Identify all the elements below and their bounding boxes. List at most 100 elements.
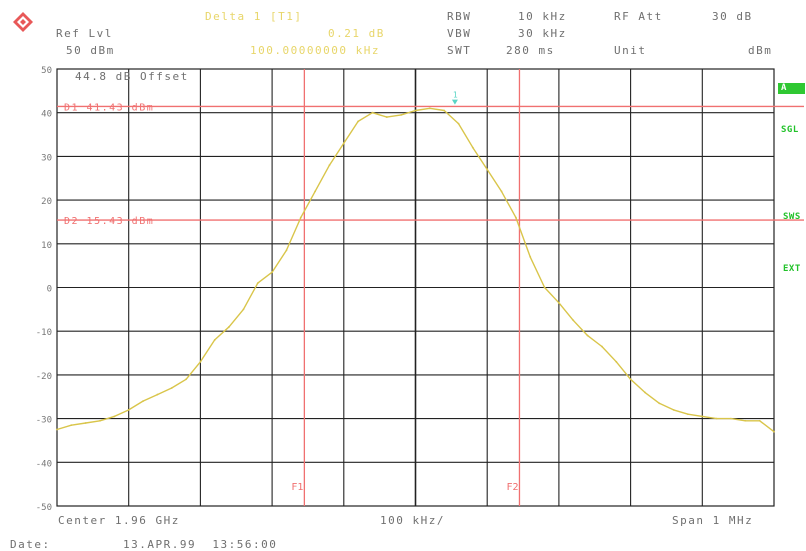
offset-label: 44.8 dB Offset	[75, 70, 189, 83]
trace-point	[400, 113, 403, 116]
swt-value: 280 ms	[506, 44, 555, 57]
y-tick-label: 40	[41, 110, 52, 120]
frequency-lines: F1 F2	[291, 69, 521, 506]
trace-point	[586, 334, 589, 337]
trace-point	[486, 168, 489, 171]
marker-label: Delta 1 [T1]	[205, 10, 303, 23]
trace-point	[228, 325, 230, 328]
trace-point	[84, 422, 87, 424]
marker-frequency: 100.00000000 kHz	[250, 44, 380, 57]
trace-point	[615, 360, 618, 363]
trace-point	[256, 282, 259, 285]
trace-point	[514, 216, 517, 219]
ext-indicator: EXT	[783, 264, 801, 274]
trace-point	[428, 107, 431, 110]
frequency-line-label: F1	[291, 482, 303, 493]
marker-triangle	[451, 99, 458, 105]
y-tick-label: -50	[36, 503, 52, 513]
y-tick-label: 20	[41, 197, 52, 207]
y-tick-label: -10	[36, 328, 52, 338]
trace-point	[687, 413, 689, 416]
unit-value: dBm	[748, 44, 773, 57]
date-label: Date:	[10, 538, 51, 551]
center-frequency: Center 1.96 GHz	[58, 514, 180, 527]
trace-point	[70, 424, 73, 427]
division-span: 100 kHz/	[380, 514, 445, 527]
trace-point	[142, 400, 144, 403]
trace-point	[314, 190, 317, 193]
trace-point	[601, 345, 603, 348]
trace-point	[672, 408, 675, 411]
y-axis-labels: 50 40 30 20 10 0 -10 -20 -30 -40 -50	[36, 66, 52, 513]
date-value: 13.APR.99 13:56:00	[123, 538, 278, 551]
rf-att-value: 30 dB	[712, 10, 753, 23]
trace-point	[357, 120, 360, 123]
reference-lines: D1 41.43 dBm D2 15.43 dBm	[57, 102, 804, 227]
trace-point	[185, 378, 187, 381]
trace-point	[170, 387, 173, 389]
rbw-label: RBW	[447, 10, 472, 23]
trace-point	[113, 415, 116, 418]
rbw-value: 10 kHz	[518, 10, 567, 23]
trace-point	[99, 419, 101, 422]
ref-level-label: Ref Lvl	[56, 27, 113, 40]
y-tick-label: -30	[36, 416, 52, 426]
trace-point	[56, 428, 58, 431]
plot-grid	[56, 68, 775, 507]
trace-point	[744, 419, 747, 422]
rohde-schwarz-logo-icon	[13, 12, 33, 32]
trace-point	[529, 256, 532, 258]
marker-level: 0.21 dB	[328, 27, 385, 40]
trace-point	[457, 122, 460, 125]
trace-point	[773, 430, 775, 433]
trace-a-indicator: A	[778, 83, 805, 94]
sgl-indicator: SGL	[781, 125, 799, 135]
y-tick-label: -20	[36, 372, 52, 382]
trace-point	[471, 146, 474, 149]
frequency-line-label: F2	[506, 482, 518, 493]
vbw-value: 30 kHz	[518, 27, 567, 40]
trace-point	[500, 190, 503, 193]
swt-label: SWT	[447, 44, 472, 57]
trace-point	[730, 417, 732, 420]
reference-line-label: D2 15.43 dBm	[64, 216, 154, 227]
trace-point	[715, 417, 718, 420]
trace-point	[644, 391, 646, 394]
span-value: Span 1 MHz	[672, 514, 754, 527]
y-tick-label: 10	[41, 241, 52, 251]
trace-point	[414, 109, 417, 112]
rf-att-label: RF Att	[614, 10, 663, 23]
trace-point	[385, 116, 388, 118]
trace-point	[543, 286, 546, 289]
trace-point	[299, 216, 302, 219]
reference-line-label: D1 41.43 dBm	[64, 102, 154, 113]
trace-point	[242, 308, 245, 311]
trace-point	[572, 319, 575, 322]
trace-point	[271, 271, 273, 274]
y-tick-label: 50	[41, 66, 52, 76]
y-tick-label: 30	[41, 153, 52, 163]
trace-point	[342, 142, 345, 145]
y-tick-label: -40	[36, 459, 52, 469]
y-tick-label: 0	[47, 285, 52, 295]
trace-point	[658, 402, 661, 405]
unit-label: Unit	[614, 44, 647, 57]
sws-indicator: SWS	[783, 212, 801, 222]
trace-point	[199, 360, 202, 363]
trace-point	[213, 339, 216, 341]
ref-level-value: 50 dBm	[66, 44, 115, 57]
trace-point	[443, 109, 446, 112]
trace-point	[629, 378, 632, 381]
marker-number: 1	[453, 91, 458, 100]
trace-group: 1	[56, 91, 775, 433]
trace-point	[156, 393, 159, 396]
vbw-label: VBW	[447, 27, 472, 40]
trace-point	[701, 415, 704, 418]
trace-point	[328, 164, 331, 167]
trace-point	[558, 301, 560, 304]
trace-point	[758, 419, 761, 422]
trace-point	[127, 408, 130, 411]
trace-point	[285, 249, 288, 252]
trace-point	[371, 111, 374, 114]
